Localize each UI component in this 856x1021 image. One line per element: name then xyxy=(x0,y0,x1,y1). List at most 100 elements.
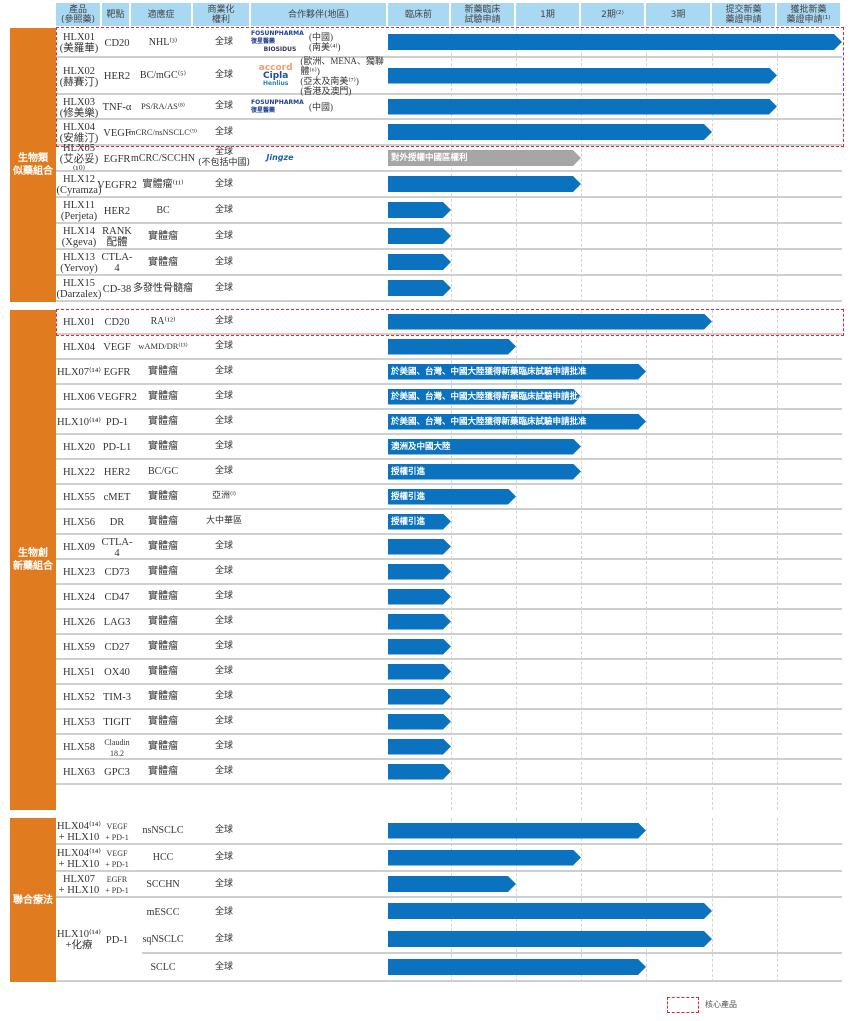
progress-bar xyxy=(388,959,646,975)
commercial-rights: 全球 xyxy=(214,716,233,726)
progress-bar: 對外授權中國區權利 xyxy=(388,150,581,166)
target: TIGIT xyxy=(103,717,131,728)
commercial-rights: 全球 xyxy=(214,825,233,835)
progress-bar xyxy=(388,639,451,655)
pipeline-row: HLX59 CD27 實體瘤 全球 xyxy=(56,635,842,660)
pipeline-row: HLX51 OX40 實體瘤 全球 xyxy=(56,660,842,685)
commercial-rights: 全球 xyxy=(214,366,233,376)
progress-bar xyxy=(388,564,451,580)
progress-bar xyxy=(388,314,712,330)
target: DR xyxy=(109,517,125,528)
commercial-rights: 全球 xyxy=(214,691,233,701)
commercial-rights: 全球 xyxy=(214,906,233,917)
stage-divider xyxy=(646,310,647,810)
indication: 實體瘤 xyxy=(148,766,178,777)
commercial-rights: 全球 xyxy=(214,741,233,751)
progress-bar xyxy=(388,903,712,919)
header-stage: 2期⁽²⁾ xyxy=(581,3,646,26)
indication: 實體瘤 xyxy=(148,366,178,377)
pipeline-row: HLX05 (艾必妥)⁽¹⁰⁾ EGFR mCRC/SCCHN 全球 (不包括中國) J… xyxy=(56,142,842,176)
progress-bar xyxy=(388,99,777,115)
progress-bar xyxy=(388,589,451,605)
partner-logo: FOSUNPHARMA 復星醫藥 xyxy=(251,30,304,45)
progress-bar: 於美國、台灣、中國大陸獲得新藥臨床試驗申請批准 xyxy=(388,389,581,405)
pipeline-row: HLX10⁽¹⁴⁾ +化療 PD-1 mESCC 全球 xyxy=(56,898,842,951)
product-name: HLX07 + HLX10 xyxy=(58,874,100,896)
indication: nsNSCLC xyxy=(142,825,184,836)
indication: 實體瘤 xyxy=(148,741,178,752)
product-name: HLX51 xyxy=(62,667,96,678)
target: CTLA-4 xyxy=(101,536,133,559)
progress-bar xyxy=(388,539,451,555)
pipeline-row: HLX56 DR 實體瘤 大中華區 授權引進 xyxy=(56,510,842,535)
pipeline-row: HLX07⁽¹⁴⁾ EGFR 實體瘤 全球 於美國、台灣、中國大陸獲得新藥臨床試驗申請批… xyxy=(56,360,842,385)
indication: wAMD/DR⁽¹³⁾ xyxy=(138,341,188,351)
commercial-rights: 全球 xyxy=(214,256,233,267)
pipeline-row: HLX04 (安維汀) VEGF mCRC/nsNSCLC⁽⁹⁾ 全球 xyxy=(56,120,842,146)
progress-bar xyxy=(388,614,451,630)
pipeline-row: HLX01 (美羅華) CD20 NHL⁽³⁾ 全球 FOSUNPHARMA 復星醫藥 B… xyxy=(56,28,842,58)
progress-bar: 授權引進 xyxy=(388,514,451,530)
stage-divider xyxy=(516,310,517,810)
product-name: HLX06 xyxy=(62,392,96,403)
pipeline-row: HLX63 GPC3 實體瘤 全球 xyxy=(56,760,842,785)
target: VEGFR2 xyxy=(97,179,137,191)
progress-bar xyxy=(388,664,451,680)
product-name: HLX15 (Darzalex) xyxy=(56,278,102,300)
header-stage: 3期 xyxy=(646,3,712,26)
progress-bar: 於美國、台灣、中國大陸獲得新藥臨床試驗申請批准 xyxy=(388,364,646,380)
progress-bar xyxy=(388,68,777,84)
indication: mCRC/nsNSCLC⁽⁹⁾ xyxy=(128,126,198,137)
pipeline-row: SCLC 全球 xyxy=(56,954,842,982)
commercial-rights: 全球 xyxy=(214,416,233,426)
pipeline-row: HLX04⁽¹⁴⁾ + HLX10 VEGF + PD-1 nsNSCLC 全球 xyxy=(56,818,842,845)
target: CD-38 xyxy=(102,283,132,295)
product-name: HLX04⁽¹⁴⁾ + HLX10 xyxy=(56,847,102,870)
pipeline-row: HLX26 LAG3 實體瘤 全球 xyxy=(56,610,842,635)
stage-divider xyxy=(777,818,778,982)
indication: SCCHN xyxy=(146,878,180,890)
pipeline-row: HLX20 PD-L1 實體瘤 全球 澳洲及中國大陸 xyxy=(56,435,842,460)
header-target: 靶點 xyxy=(102,3,131,26)
partner-regions: (中國) (南美⁽⁴⁾) xyxy=(309,32,341,52)
pipeline-row: HLX22 HER2 BC/GC 全球 授權引進 xyxy=(56,460,842,485)
partners: FOSUNPHARMA 復星醫藥 (中國) xyxy=(251,95,388,118)
commercial-rights: 全球 xyxy=(214,641,233,651)
stage-divider xyxy=(516,818,517,982)
partner-regions: (歐洲、MENA、獨聯體⁽⁶⁾) (亞太及南美⁽⁷⁾) (香港及澳門) xyxy=(300,55,384,96)
product-name: HLX01 (美羅華) xyxy=(59,32,99,54)
product-name: HLX05 (艾必妥)⁽¹⁰⁾ xyxy=(59,142,99,176)
target: HER2 xyxy=(103,205,131,217)
commercial-rights: 全球 xyxy=(214,566,233,576)
pipeline-row: HLX12 (Cyramza) VEGFR2 實體瘤⁽¹¹⁾ 全球 xyxy=(56,172,842,198)
commercial-rights: 全球 xyxy=(214,204,233,215)
progress-bar xyxy=(388,876,516,892)
target: VEGF + PD-1 xyxy=(105,848,129,869)
product-name: HLX58 xyxy=(62,742,96,753)
product-name: HLX04⁽¹⁴⁾ + HLX10 xyxy=(56,820,102,843)
indication: NHL⁽³⁾ xyxy=(148,36,178,48)
indication: 實體瘤 xyxy=(148,691,178,702)
stage-divider xyxy=(581,818,582,982)
product-name: HLX53 xyxy=(62,717,96,728)
progress-bar xyxy=(388,176,581,192)
commercial-rights: 全球 xyxy=(214,466,233,476)
core-product-legend-label: 核心產品 xyxy=(705,1000,737,1009)
pipeline-row: HLX55 cMET 實體瘤 亞洲⁽ⁱ⁾ 授權引進 xyxy=(56,485,842,510)
header-product: 產品 (參照藥) xyxy=(56,3,102,26)
commercial-rights: 全球 xyxy=(214,541,233,551)
product-name: HLX10⁽¹⁴⁾ xyxy=(56,417,102,428)
stage-divider xyxy=(646,818,647,982)
progress-bar: 授權引進 xyxy=(388,464,581,480)
target: HER2 xyxy=(103,467,131,478)
target: TNF-α xyxy=(102,102,132,113)
pipeline-row: HLX11 (Perjeta) HER2 BC 全球 xyxy=(56,198,842,224)
product-name: HLX07⁽¹⁴⁾ xyxy=(56,367,102,378)
commercial-rights: 全球 xyxy=(214,282,233,293)
stage-divider xyxy=(712,818,713,982)
target: CD47 xyxy=(104,592,130,603)
indication: HCC xyxy=(152,852,174,863)
commercial-rights: 全球 xyxy=(214,766,233,776)
progress-bar: 澳洲及中國大陸 xyxy=(388,439,581,455)
